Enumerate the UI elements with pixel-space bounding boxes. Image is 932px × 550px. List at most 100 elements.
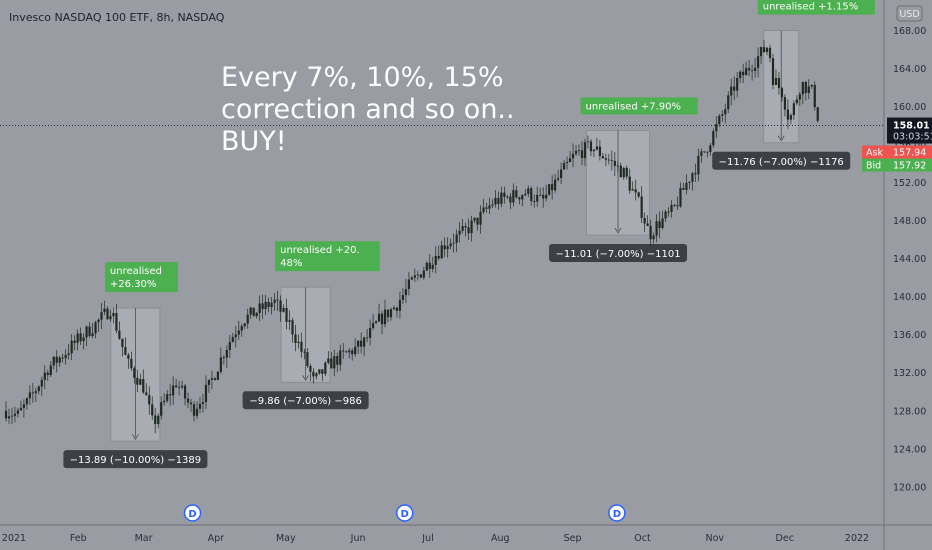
candle-body — [67, 353, 70, 355]
candle-body — [166, 394, 169, 401]
candle-body — [703, 151, 706, 153]
candle-body — [667, 211, 670, 213]
candle-body — [745, 67, 748, 76]
candle-body — [542, 194, 545, 199]
candle-body — [422, 270, 425, 278]
price-axis[interactable]: 120.00 124.00 128.00 132.00 136.00 140.00 144.… — [893, 26, 926, 493]
candle-body — [404, 289, 408, 296]
candle-body — [664, 211, 667, 219]
candle-body — [52, 356, 55, 366]
candle-body — [267, 301, 270, 307]
candle-body — [679, 188, 682, 207]
time-axis[interactable]: 2021 Feb Mar Apr May Jun Jul Aug Sep Oct Nov Dec 202… — [2, 533, 869, 544]
candle-body — [691, 173, 694, 182]
candle-body — [798, 94, 801, 100]
currency-badge[interactable]: USD — [896, 5, 923, 22]
candle-body — [736, 78, 739, 91]
candle-body — [488, 205, 491, 209]
candle-body — [539, 194, 542, 196]
candle-body — [31, 392, 34, 394]
candle-body — [106, 308, 109, 320]
unrealised-label: 48% — [280, 258, 302, 269]
candle-body — [592, 149, 596, 152]
candle-body — [715, 124, 718, 132]
candle-body — [175, 385, 178, 387]
candle-body — [580, 150, 584, 159]
drawdown-label: −9.86 (−7.00%) −986 — [249, 396, 361, 407]
candle-body — [154, 415, 157, 425]
candle-body — [19, 407, 23, 411]
dividend-marker — [608, 504, 626, 522]
candle-body — [494, 197, 497, 205]
candle-body — [637, 192, 640, 197]
candle-body — [225, 349, 228, 358]
candle-body — [186, 398, 190, 403]
candle-body — [634, 189, 637, 193]
candle-body — [145, 392, 148, 396]
candle-body — [163, 400, 166, 403]
candle-body — [133, 368, 136, 378]
candle-body — [49, 365, 52, 376]
candle-body — [55, 356, 58, 363]
candle-body — [148, 395, 151, 405]
candle-body — [452, 242, 455, 244]
unrealised-label: unrealised +20. — [280, 245, 360, 256]
candle-body — [813, 84, 816, 108]
candle-body — [706, 151, 709, 153]
candle-body — [485, 207, 488, 209]
overlay-line-1: Every 7%, 10%, 15% — [221, 62, 504, 93]
x-tick-label: Feb — [70, 533, 87, 544]
y-tick-label: 120.00 — [893, 482, 926, 493]
candle-body — [234, 334, 237, 338]
unrealised-label: unrealised +7.90% — [586, 101, 681, 112]
dividend-marker-label: D — [188, 509, 196, 520]
candle-body — [515, 190, 518, 198]
y-tick-label: 136.00 — [893, 330, 926, 341]
candle-body — [739, 71, 742, 79]
candle-body — [121, 338, 124, 348]
ask-value: 157.94 — [893, 148, 926, 159]
ask-label: Ask — [866, 148, 883, 159]
unrealised-label-bg — [275, 241, 380, 272]
candle-body — [228, 342, 231, 350]
candle-body — [291, 320, 294, 335]
candle-body — [476, 217, 479, 225]
candle-body — [360, 340, 363, 347]
candle-body — [270, 303, 273, 307]
candle-body — [389, 309, 393, 318]
candle-body — [509, 196, 512, 203]
candle-body — [37, 386, 40, 392]
x-tick-label: Aug — [491, 533, 510, 544]
candle-body — [461, 226, 464, 231]
candle-body — [748, 67, 751, 71]
candle-body — [103, 308, 106, 313]
drawdown-arrow-head — [132, 433, 139, 440]
overlay-line-2: correction and so on.. — [221, 94, 515, 125]
candle-body — [649, 226, 652, 240]
candle-body — [240, 326, 243, 331]
candle-body — [157, 415, 160, 425]
candle-body — [628, 176, 631, 191]
candle-body — [756, 56, 760, 68]
candle-body — [151, 404, 154, 416]
candle-body — [512, 190, 515, 203]
y-tick-label: 164.00 — [893, 64, 926, 75]
x-tick-label: Sep — [564, 533, 582, 544]
candle-body — [724, 109, 727, 115]
candle-body — [7, 416, 11, 419]
x-tick-label: 2022 — [845, 533, 869, 544]
candle-body — [792, 103, 795, 116]
candle-body — [4, 410, 8, 419]
candle-body — [34, 391, 37, 394]
candle-body — [172, 385, 175, 396]
candle-body — [700, 151, 703, 156]
candle-body — [601, 156, 604, 159]
candle-body — [264, 301, 267, 310]
candle-body — [473, 217, 476, 221]
candle-body — [124, 347, 127, 355]
candle-body — [207, 379, 211, 385]
candle-body — [586, 141, 590, 143]
candle-body — [297, 341, 300, 343]
x-tick-label: Dec — [776, 533, 794, 544]
